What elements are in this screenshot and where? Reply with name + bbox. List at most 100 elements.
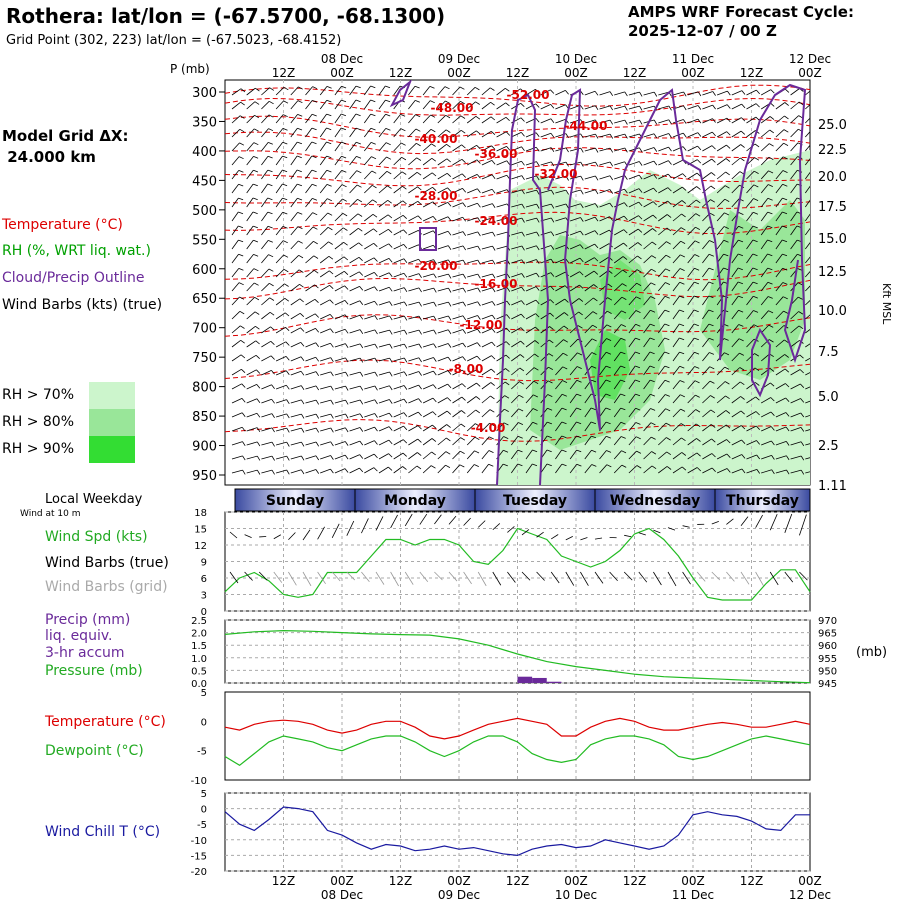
wind-barb	[731, 281, 739, 292]
wind-barb-flag	[252, 183, 258, 187]
wind-barb	[672, 452, 683, 460]
wind-barb	[422, 384, 434, 390]
wind-barb-flag	[664, 365, 670, 369]
wind-barb-flag	[433, 370, 437, 376]
wind-barb-flag	[462, 231, 467, 237]
wind-barb	[804, 213, 810, 222]
wind-barb	[790, 427, 802, 432]
wind-barb	[511, 408, 519, 418]
wind-barb	[790, 101, 800, 110]
wind-barb	[746, 281, 754, 292]
wind-barb	[452, 356, 463, 362]
wind-barb	[275, 370, 287, 376]
wind-barb-flag	[519, 354, 525, 358]
wind-barb-flag	[546, 463, 552, 467]
wind-barb	[378, 128, 387, 138]
wind-barb	[363, 113, 372, 124]
wind-barb	[628, 282, 637, 292]
wind-barb-flag	[812, 226, 817, 228]
bottom-hour-label: 00Z	[330, 874, 354, 888]
wind-barb-flag	[418, 259, 422, 264]
wind-barb	[569, 435, 577, 446]
wind-barb-flag	[768, 184, 773, 187]
surface-wind-barb	[492, 571, 502, 586]
wind-barb-flag	[697, 145, 702, 151]
wind-barb	[481, 409, 491, 418]
wind-barb	[305, 113, 313, 124]
wind-barb	[804, 242, 810, 250]
wind-barb-flag	[725, 395, 730, 400]
wind-barb	[305, 399, 317, 404]
wind-barb	[643, 268, 652, 278]
wind-barb	[467, 328, 478, 334]
wind-barb	[775, 310, 784, 320]
wind-barb	[334, 241, 344, 250]
wind-barb	[437, 424, 447, 432]
temperature-contour-label: -40.00	[415, 132, 458, 146]
wind-barb	[613, 464, 623, 474]
wind-barb-flag	[679, 380, 685, 383]
wind-barb	[261, 197, 269, 208]
wind-barb	[496, 203, 508, 208]
wind-barb-flag	[547, 421, 553, 425]
temperature-contour-label: -28.00	[415, 189, 458, 203]
rh70-region-low	[740, 465, 810, 485]
wind-barb-flag	[535, 118, 540, 123]
wind-barb	[349, 113, 357, 124]
wind-barb	[275, 399, 287, 404]
wind-barb	[672, 268, 681, 278]
wind-barb-flag	[343, 256, 349, 261]
wind-barb-flag	[359, 343, 364, 349]
panel-tick-label: 1.0	[191, 654, 207, 665]
model-grid-label: Model Grid ΔX:	[2, 127, 129, 145]
wind-barb	[466, 101, 476, 110]
top-hour-label: 12Z	[272, 66, 296, 80]
wind-barb-flag	[433, 301, 437, 307]
wind-barb-flag	[492, 203, 496, 209]
wind-barb-flag	[550, 285, 555, 291]
wind-barb	[437, 230, 449, 236]
wind-barb-flag	[415, 100, 420, 103]
wind-barb	[481, 382, 492, 390]
wind-barb	[790, 239, 798, 250]
wind-barb-flag	[286, 427, 290, 433]
wind-barb	[511, 327, 522, 334]
wind-barb-flag	[710, 409, 716, 414]
wind-barb-flag	[521, 245, 525, 251]
wind-barb-flag	[370, 85, 376, 89]
grid-point-subtitle: Grid Point (302, 223) lat/lon = (-67.502…	[6, 33, 342, 48]
wind-barb	[702, 352, 710, 362]
wind-barb-flag	[269, 297, 275, 301]
wind-barb-flag	[342, 227, 348, 231]
wind-barb-flag	[561, 393, 567, 397]
wind-barb	[408, 200, 419, 208]
wind-barb	[378, 439, 390, 446]
wind-barb	[628, 422, 637, 432]
wind-barb-flag	[239, 115, 245, 119]
wind-barb	[363, 142, 372, 152]
bottom-date-label: 11 Dec	[672, 888, 714, 900]
wind-barb-flag	[782, 239, 788, 243]
wind-barb	[437, 287, 449, 292]
wind-barb-flag	[623, 229, 628, 234]
wind-barb	[731, 144, 741, 152]
wind-barb-flag	[754, 353, 760, 357]
wind-barb	[687, 337, 695, 348]
wind-barb-flag	[445, 451, 451, 455]
wind-barb	[422, 438, 433, 446]
wind-barb	[231, 239, 239, 250]
wind-barb-flag	[708, 337, 714, 341]
wind-barb	[246, 115, 255, 124]
wind-barb-flag	[752, 281, 758, 285]
wind-barb-flag	[595, 147, 599, 153]
wind-barb	[261, 169, 269, 180]
wind-barb-flag	[488, 463, 494, 467]
wind-barb-flag	[492, 231, 496, 237]
wind-barb-flag	[635, 351, 641, 355]
wind-barb	[467, 188, 478, 194]
wind-barb	[393, 229, 404, 236]
wind-barb	[790, 156, 798, 166]
panel-tick-label: 5	[201, 789, 207, 800]
wind-barb-flag	[709, 212, 715, 216]
wind-barb	[393, 357, 405, 362]
